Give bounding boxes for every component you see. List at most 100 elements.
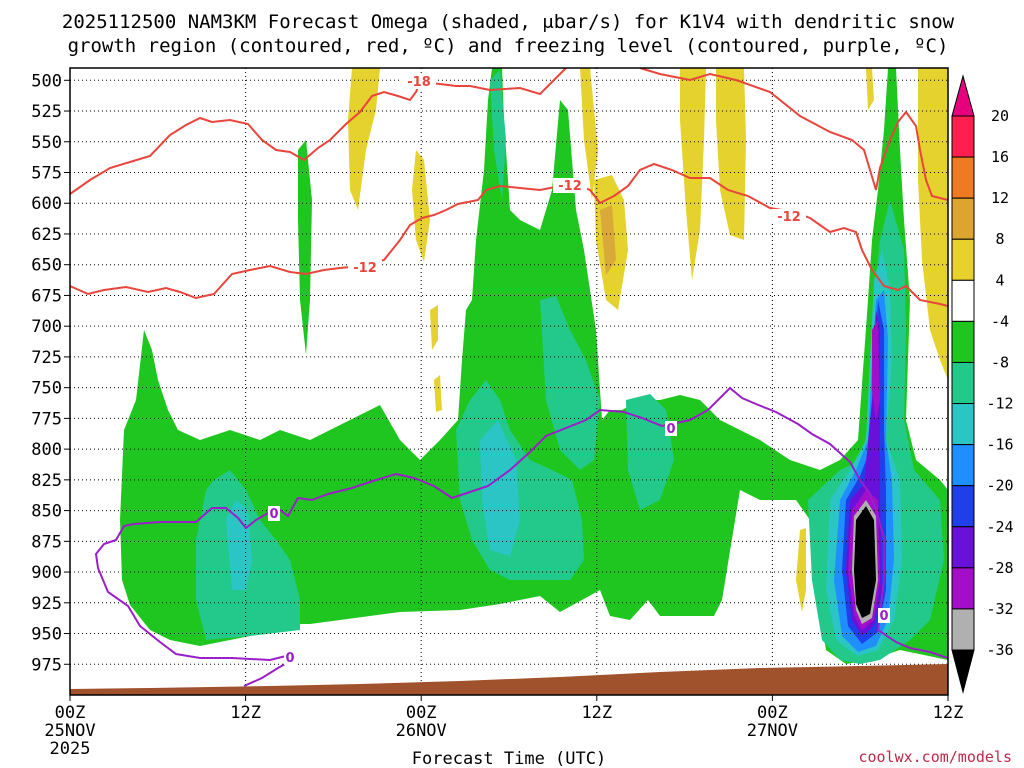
omega-positive-region	[580, 68, 598, 200]
y-tick-label: 650	[31, 256, 62, 276]
omega-negative-region	[120, 68, 948, 664]
x-tick-label: 25NOV	[44, 721, 95, 741]
y-axis: 500 525 550 575 600 625 650 675 700 725 750 775 800 8…	[31, 71, 70, 675]
x-tick-label: 00Z	[757, 703, 788, 723]
y-tick-label: 625	[31, 225, 62, 245]
x-tick-label: 12Z	[581, 703, 612, 723]
omega-positive-region	[430, 305, 438, 350]
chart-title-line1: 2025112500 NAM3KM Forecast Omega (shaded…	[62, 11, 955, 33]
freezing-label: 0	[879, 609, 888, 624]
omega-negative-region	[606, 486, 616, 548]
x-tick-label: 12Z	[933, 703, 964, 723]
y-tick-label: 575	[31, 164, 62, 184]
colorbar-top-arrow	[951, 74, 975, 117]
x-tick-label: 00Z	[406, 703, 437, 723]
colorbar-swatch	[951, 197, 975, 240]
colorbar-label: 20	[991, 107, 1009, 125]
omega-positive-region	[796, 528, 806, 612]
omega-positive-region	[412, 150, 430, 262]
dgz-contour--18	[70, 68, 567, 195]
y-tick-label: 500	[31, 71, 62, 91]
freezing-label: 0	[666, 422, 675, 437]
omega-positive-region	[680, 68, 706, 280]
omega-positive-region	[434, 375, 442, 412]
colorbar-swatch	[951, 526, 975, 569]
y-tick-label: 775	[31, 409, 62, 429]
y-tick-label: 550	[31, 133, 62, 153]
omega-negative-region	[540, 296, 600, 470]
colorbar-swatch	[951, 403, 975, 446]
y-tick-label: 900	[31, 563, 62, 583]
dgz-label: -18	[407, 75, 431, 90]
omega-positive-region	[866, 68, 874, 110]
x-tick-label: 00Z	[55, 703, 86, 723]
colorbar-label: -16	[986, 436, 1013, 454]
chart-title-line2: growth region (contoured, red, ºC) and f…	[68, 35, 949, 57]
colorbar-label: 16	[991, 148, 1009, 166]
omega-shading	[120, 68, 948, 664]
dgz-label: -12	[353, 261, 377, 276]
plot-area: -18 -12 -12 -12 0 0 0 0	[70, 68, 948, 695]
y-tick-label: 975	[31, 655, 62, 675]
y-tick-label: 675	[31, 286, 62, 306]
x-tick-label: 27NOV	[747, 721, 798, 741]
credit-text: coolwx.com/models	[858, 748, 1012, 766]
x-tick-label: 2025	[50, 739, 91, 759]
x-tick-label: 12Z	[230, 703, 261, 723]
y-tick-label: 825	[31, 471, 62, 491]
colorbar-label: 8	[995, 230, 1004, 248]
y-tick-label: 700	[31, 317, 62, 337]
omega-negative-region	[872, 320, 880, 420]
colorbar-swatch	[951, 238, 975, 281]
y-tick-label: 875	[31, 532, 62, 552]
dgz-label: -12	[777, 210, 801, 225]
freezing-label: 0	[269, 507, 278, 522]
terrain-fill	[70, 664, 948, 695]
colorbar-label: -8	[991, 353, 1009, 371]
contour-labels: -18 -12 -12 -12 0 0 0 0	[268, 74, 890, 666]
freezing-label: 0	[285, 651, 294, 666]
omega-negative-region	[298, 140, 312, 355]
colorbar-label: -24	[986, 518, 1013, 536]
omega-positive-region	[600, 205, 616, 275]
dgz-contour--18	[639, 68, 948, 201]
x-axis-label: Forecast Time (UTC)	[412, 749, 606, 768]
colorbar-swatch	[951, 608, 975, 651]
colorbar-label: -4	[991, 312, 1009, 330]
y-tick-label: 750	[31, 379, 62, 399]
colorbar-swatch	[951, 444, 975, 487]
omega-negative-region	[480, 420, 520, 556]
omega-negative-region	[226, 500, 252, 590]
y-tick-label: 950	[31, 625, 62, 645]
colorbar-label: 4	[995, 271, 1004, 289]
omega-negative-region	[626, 394, 674, 510]
colorbar-swatch	[951, 485, 975, 528]
colorbar-label: -32	[986, 600, 1013, 618]
colorbar-bottom-arrow	[951, 649, 975, 694]
plot-frame	[69, 67, 949, 696]
dgz-contour--12	[70, 162, 948, 307]
y-tick-label: 925	[31, 594, 62, 614]
y-tick-label: 525	[31, 102, 62, 122]
colorbar-label: -12	[986, 395, 1013, 413]
y-tick-label: 600	[31, 194, 62, 214]
x-tick-label: 26NOV	[396, 721, 447, 741]
y-tick-label: 850	[31, 502, 62, 522]
dgz-contours	[70, 68, 948, 307]
colorbar-swatch	[951, 361, 975, 405]
colorbar-swatch	[951, 567, 975, 610]
colorbar-swatch	[951, 156, 975, 199]
colorbar-label: -20	[986, 477, 1013, 495]
omega-negative-region	[490, 70, 506, 200]
colorbar-label: -28	[986, 559, 1013, 577]
colorbar-swatch	[951, 320, 975, 363]
colorbar: 20 16 12 8 4 -4 -8 -12 -16 -20 -24 -28 -32 -36	[951, 74, 1014, 694]
omega-positive-region	[918, 68, 948, 380]
freezing-level-contour-0	[94, 386, 948, 662]
y-tick-label: 800	[31, 440, 62, 460]
omega-positive-region	[348, 68, 380, 210]
colorbar-swatch	[951, 279, 975, 322]
grid-lines	[70, 68, 948, 695]
